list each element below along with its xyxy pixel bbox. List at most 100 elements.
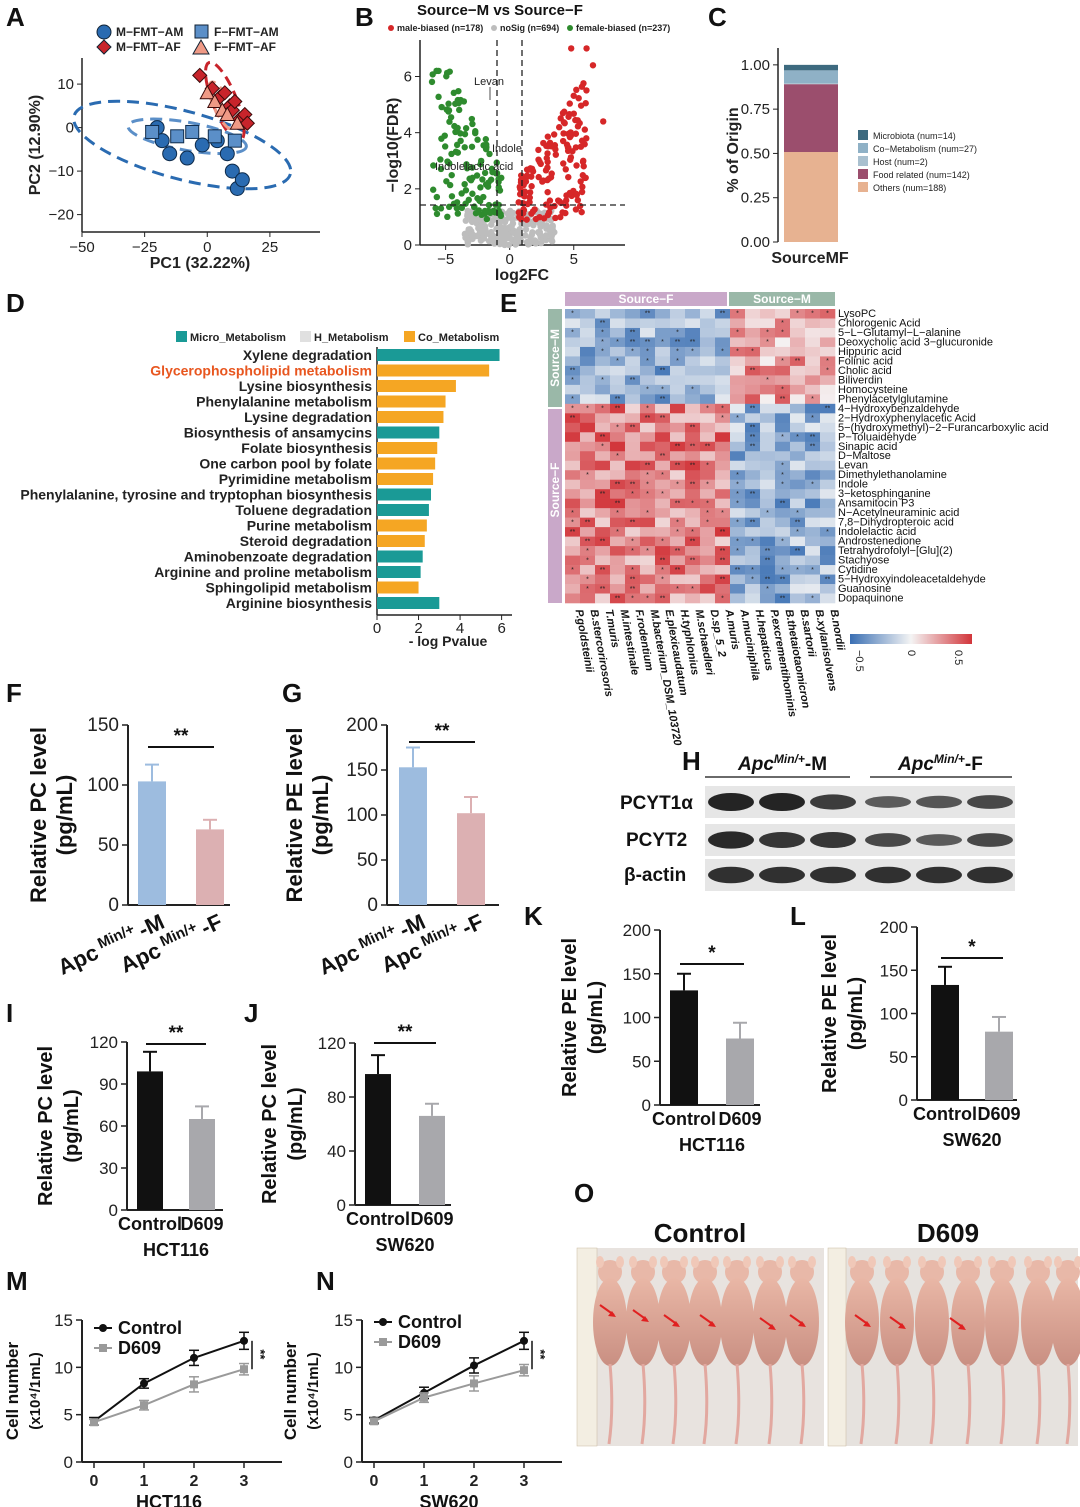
heatmap-cell: [625, 498, 641, 509]
pca-point-m-fmt-af: [239, 115, 256, 131]
heatmap-cell: [580, 327, 596, 338]
bar-ytick-label: 50: [357, 850, 378, 871]
volcano-point-male: [560, 130, 567, 137]
heatmap-cell: [820, 365, 836, 376]
volcano-point-nosig: [488, 221, 495, 228]
heatmap-cell-star: *: [706, 510, 709, 517]
heatmap-cell-star: *: [676, 481, 679, 488]
volcano-point-nosig: [543, 222, 550, 229]
col-group-source-m: [729, 292, 835, 306]
heatmap-cell-star: **: [780, 396, 786, 403]
heatmap-cell: [745, 565, 761, 575]
heatmap-cell: [670, 375, 686, 386]
volcano-point-male: [523, 216, 530, 223]
heatmap-cell: [820, 422, 836, 433]
heatmap-cell-star: **: [690, 557, 696, 564]
legend-label-f-fmt-af: F−FMT−AF: [214, 40, 276, 54]
heatmap-cell-star: **: [750, 519, 756, 526]
heatmap-cell: [805, 403, 821, 414]
heatmap-cell-star: **: [675, 500, 681, 507]
heatmap-cell: [715, 327, 731, 338]
volcano-point-male: [582, 100, 589, 107]
volcano-point-male: [566, 133, 574, 141]
heatmap-cell: [790, 422, 806, 433]
heatmap-cell: [715, 584, 731, 594]
bar-ylabel-unit: (pg/mL): [52, 775, 77, 856]
heatmap-cell: [730, 432, 746, 443]
origin-legend-swatch: [858, 156, 868, 166]
heatmap-cell: [730, 527, 746, 537]
heatmap-cell: [790, 451, 806, 462]
heatmap-cell: [670, 593, 686, 604]
mouse-d609-tail: [1065, 1363, 1072, 1445]
volcano-annotation-indole: Indole: [492, 143, 522, 155]
heatmap-cell: [820, 517, 836, 528]
pathway-bar: [377, 442, 438, 454]
heatmap-cell: [805, 527, 821, 537]
heatmap-cell: [805, 318, 821, 329]
heatmap-cell-star: **: [720, 557, 726, 564]
heatmap-cell-star: **: [735, 567, 741, 574]
heatmap-cell: [760, 527, 776, 537]
mouse-control-tail: [671, 1363, 678, 1445]
bar-ytick-label: 50: [889, 1048, 908, 1067]
heatmap-cell: [760, 517, 776, 528]
heatmap-cell-star: **: [615, 595, 621, 602]
heatmap-cell: [655, 375, 671, 386]
volcano-point-male: [542, 167, 550, 174]
heatmap-cell: [610, 584, 626, 594]
heatmap-cell: [760, 356, 776, 367]
heatmap-cell-star: *: [646, 406, 649, 413]
volcano-point-male: [583, 45, 590, 52]
mouse-control-head: [631, 1260, 655, 1284]
heatmap-cell-star: **: [630, 377, 636, 384]
heatmap-cell: [565, 327, 581, 338]
heatmap-cell: [745, 555, 761, 566]
heatmap-cell: [655, 498, 671, 509]
heatmap-cell: [640, 384, 656, 395]
blot-band: [759, 866, 805, 884]
heatmap-cell: [670, 479, 686, 490]
heatmap-cell: [640, 527, 656, 537]
heatmap-cell: [595, 327, 611, 338]
heatmap-cell: [760, 451, 776, 462]
tumor-arrowhead: [641, 1316, 649, 1322]
heatmap-cell: [595, 546, 611, 556]
line-legend-label: D609: [398, 1332, 441, 1352]
pathway-label: Lysine biosynthesis: [239, 378, 373, 394]
volcano-point-nosig: [465, 226, 472, 233]
heatmap-cell: [790, 584, 806, 594]
heatmap-cell: [640, 441, 656, 452]
heatmap-cell-star: *: [661, 576, 664, 583]
heatmap-cell: [655, 546, 671, 556]
volcano-point-male: [544, 211, 552, 219]
heatmap-cell-star: **: [795, 519, 801, 526]
heatmap-cell: [580, 318, 596, 329]
heatmap-cell-star: *: [631, 349, 634, 356]
line-point-control: [470, 1361, 478, 1370]
volcano-point-nosig: [491, 234, 499, 242]
heatmap-cell: [775, 394, 791, 405]
heatmap-cell-star: **: [660, 595, 666, 602]
heatmap-cell: [565, 337, 581, 348]
volcano-point-male: [559, 137, 567, 145]
heatmap-cell-star: *: [676, 529, 679, 536]
heatmap-cell: [610, 451, 626, 462]
bar-d609: [189, 1119, 215, 1210]
heatmap-cell: [640, 422, 656, 433]
heatmap-cell: [610, 470, 626, 481]
heatmap-cell: [775, 527, 791, 537]
heatmap-cell: [805, 375, 821, 386]
heatmap-cell: [805, 356, 821, 367]
volcano-point-male: [535, 146, 542, 154]
tumor-arrowhead: [798, 1321, 806, 1327]
heatmap-cell: [625, 460, 641, 471]
heatmap-cell: [595, 394, 611, 405]
heatmap-cell: [820, 309, 836, 319]
pathway-bar: [377, 488, 431, 501]
volcano-point-male: [570, 92, 577, 99]
heatmap-cell-star: **: [825, 576, 831, 583]
origin-ylabel: % of Origin: [725, 107, 742, 192]
origin-ytick-label: 0.00: [741, 234, 770, 251]
line-sig-stars: **: [253, 1349, 268, 1360]
